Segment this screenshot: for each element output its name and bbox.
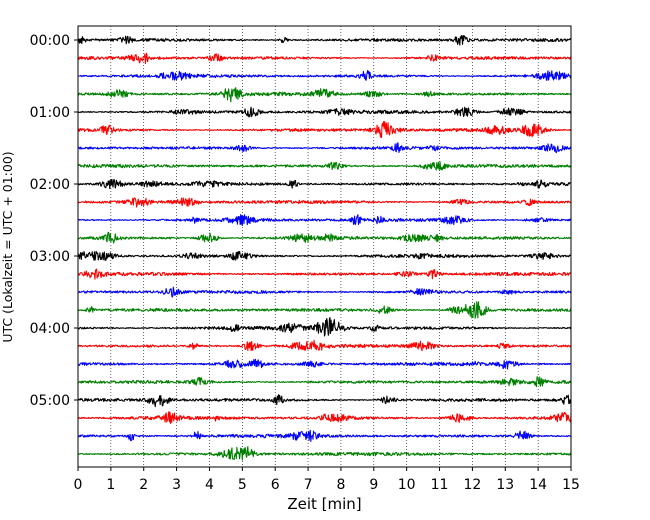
x-tick-label: 8 (336, 477, 345, 493)
x-tick-label: 12 (463, 477, 481, 493)
x-tick-label: 5 (238, 477, 247, 493)
x-tick-label: 11 (431, 477, 449, 493)
y-tick-label: 05:00 (30, 393, 70, 409)
x-tick-label: 4 (205, 477, 214, 493)
x-tick-label: 3 (172, 477, 181, 493)
trace-0415 (77, 339, 572, 352)
x-tick-label: 6 (271, 477, 280, 493)
x-tick-label: 10 (398, 477, 416, 493)
trace-0115 (77, 120, 572, 139)
trace-0530 (77, 429, 572, 442)
x-tick-label: 7 (304, 477, 313, 493)
trace-0045 (77, 87, 572, 103)
x-axis-ticks: 0 1 2 3 4 5 6 7 8 9 10 11 12 13 14 15 (74, 467, 580, 493)
y-tick-label: 00:00 (30, 33, 70, 49)
trace-0030 (77, 69, 572, 81)
trace-0300 (77, 250, 572, 261)
trace-0230 (77, 214, 572, 227)
plot-area-frame (77, 25, 572, 468)
trace-0545 (77, 446, 572, 461)
trace-0100 (77, 106, 572, 118)
trace-0215 (77, 197, 572, 208)
trace-0345 (77, 301, 572, 319)
trace-0015 (77, 52, 572, 64)
y-tick-label: 04:00 (30, 321, 70, 337)
y-tick-label: 02:00 (30, 177, 70, 193)
trace-0315 (77, 268, 572, 280)
trace-0400 (77, 317, 572, 337)
x-axis-label: Zeit [min] (287, 495, 361, 513)
y-axis-label: UTC (Lokalzeit = UTC + 01:00) (0, 151, 15, 342)
seismic-traces (77, 35, 572, 461)
x-tick-label: 13 (496, 477, 514, 493)
trace-0130 (77, 142, 572, 154)
x-tick-label: 1 (106, 477, 115, 493)
x-tick-label: 9 (369, 477, 378, 493)
trace-0330 (77, 286, 572, 298)
x-tick-label: 2 (139, 477, 148, 493)
x-tick-label: 0 (74, 477, 83, 493)
trace-0430 (77, 358, 572, 370)
x-tick-label: 14 (529, 477, 547, 493)
trace-0000 (77, 35, 572, 46)
trace-0145 (77, 161, 572, 171)
y-tick-label: 01:00 (30, 105, 70, 121)
trace-0200 (77, 178, 572, 190)
y-tick-label: 03:00 (30, 249, 70, 265)
trace-0245 (77, 231, 572, 244)
x-tick-label: 15 (562, 477, 580, 493)
trace-0500 (77, 394, 572, 408)
trace-0515 (77, 411, 572, 424)
trace-0445 (77, 376, 572, 388)
y-axis-ticks: 00:00 01:00 02:00 03:00 04:00 05:00 (30, 33, 78, 409)
